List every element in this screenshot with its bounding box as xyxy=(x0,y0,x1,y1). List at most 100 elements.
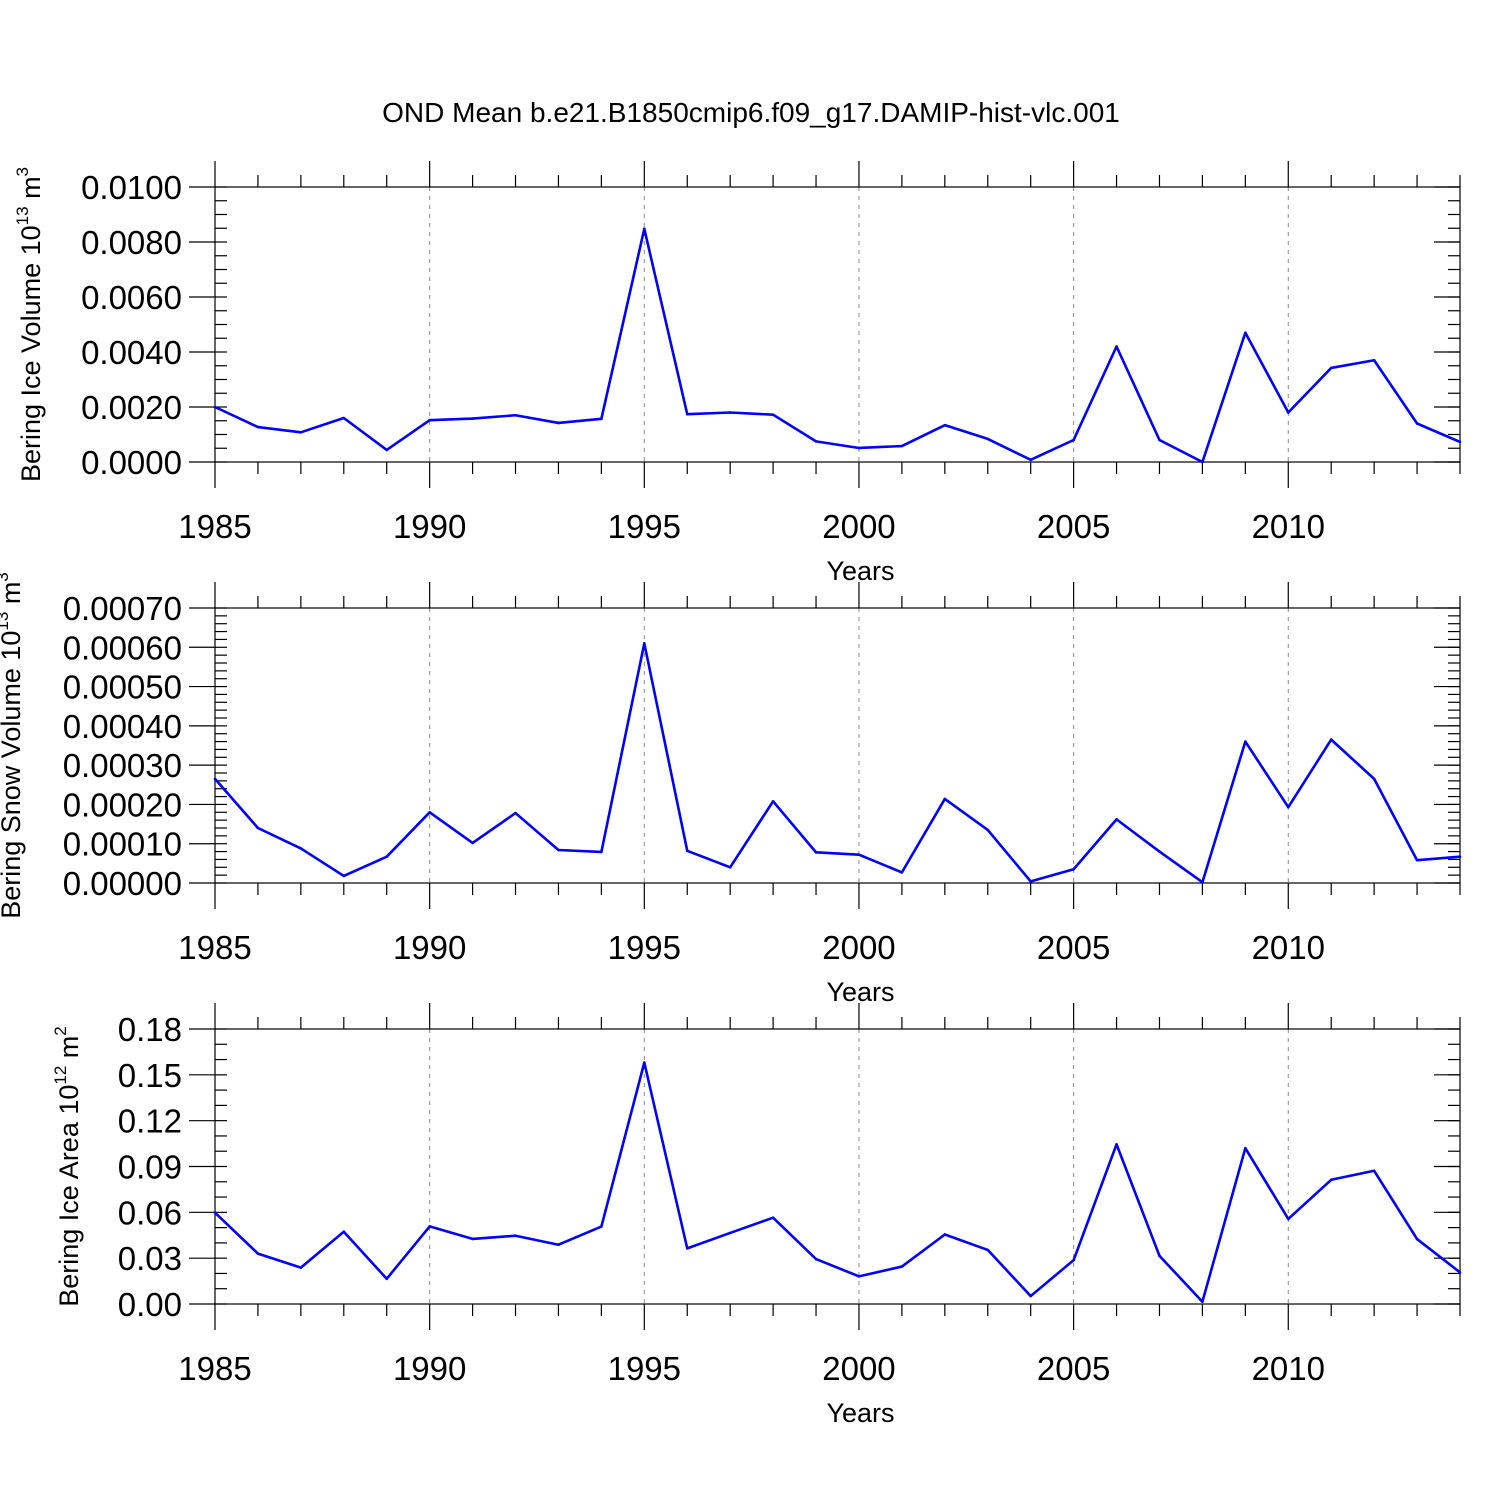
x-tick-label-1985: 1985 xyxy=(178,1350,251,1387)
data-point-1998 xyxy=(771,413,775,417)
data-point-2011 xyxy=(1329,1178,1333,1182)
data-point-1998 xyxy=(771,1216,775,1219)
plot-frame xyxy=(214,186,1461,463)
data-point-1988 xyxy=(342,874,346,878)
y-axis-title-text: Bering Ice Volume 10 xyxy=(16,225,46,482)
data-point-2013 xyxy=(1415,1237,1419,1241)
data-point-2012 xyxy=(1372,358,1376,362)
data-point-1990 xyxy=(428,1225,431,1228)
data-point-2009 xyxy=(1244,331,1247,335)
data-point-1989 xyxy=(385,855,389,858)
x-tick-label-1990: 1990 xyxy=(393,929,466,966)
y-tick-label-1: 0.0020 xyxy=(81,389,182,426)
x-tick-label-2010: 2010 xyxy=(1252,929,1325,966)
x-tick-label-1985: 1985 xyxy=(178,929,251,966)
data-point-2004 xyxy=(1029,880,1032,883)
data-point-2007 xyxy=(1158,438,1161,442)
x-tick-label-2000: 2000 xyxy=(822,508,895,545)
data-point-2000 xyxy=(857,1275,861,1278)
data-point-2009 xyxy=(1244,1146,1247,1150)
data-point-1993 xyxy=(557,421,560,425)
data-point-1994 xyxy=(600,1225,603,1228)
data-point-1986 xyxy=(256,1252,260,1255)
series-line-bering-snow-volume xyxy=(214,642,1461,884)
data-point-1991 xyxy=(471,1237,474,1241)
data-point-1999 xyxy=(814,851,818,854)
data-point-1992 xyxy=(514,811,517,815)
y-tick-label-1: 0.03 xyxy=(118,1240,182,1277)
data-point-2004 xyxy=(1029,1294,1032,1298)
data-point-1998 xyxy=(771,799,775,803)
data-point-2001 xyxy=(900,444,904,448)
data-point-2007 xyxy=(1158,850,1161,853)
data-point-1993 xyxy=(557,1243,560,1247)
y-tick-label-6: 0.00060 xyxy=(63,629,182,666)
chart-panel-1: 0.0000 0.0020 0.0040 0.0060 0.0080 0.0100 1985… xyxy=(13,161,1462,586)
data-point-2014 xyxy=(1458,440,1462,444)
data-point-1988 xyxy=(342,1230,346,1234)
y-tick-label-2: 0.06 xyxy=(118,1194,182,1231)
x-tick-label-1995: 1995 xyxy=(608,508,681,545)
data-point-1996 xyxy=(685,849,689,853)
y-tick-label-2: 0.00020 xyxy=(63,786,182,823)
data-point-1996 xyxy=(685,412,689,416)
data-point-1995 xyxy=(643,1061,646,1064)
x-tick-label-2010: 2010 xyxy=(1252,1350,1325,1387)
x-axis-title: Years xyxy=(826,556,894,586)
y-tick-label-5: 0.15 xyxy=(118,1057,182,1094)
x-tick-label-2010: 2010 xyxy=(1252,508,1325,545)
data-point-1988 xyxy=(342,416,346,420)
data-point-2010 xyxy=(1286,805,1290,809)
data-point-2014 xyxy=(1458,855,1462,858)
data-point-1993 xyxy=(557,848,560,852)
y-axis-title-power: 13 xyxy=(13,206,32,225)
data-point-2011 xyxy=(1329,738,1333,741)
chart-panel-2: 0.000000.000100.000200.000300.000400.000… xyxy=(0,572,1462,1007)
data-point-2009 xyxy=(1244,740,1247,743)
data-point-2008 xyxy=(1201,880,1204,884)
y-axis-title-unit: m xyxy=(16,176,46,206)
data-point-1997 xyxy=(728,411,732,414)
figure-title: OND Mean b.e21.B1850cmip6.f09_g17.DAMIP-… xyxy=(382,97,1120,128)
data-point-1985 xyxy=(213,1211,217,1214)
x-axis-title: Years xyxy=(826,1398,894,1428)
panels: 0.0000 0.0020 0.0040 0.0060 0.0080 0.0100 1985… xyxy=(0,161,1462,1428)
data-point-1992 xyxy=(514,1234,517,1238)
y-tick-label-0: 0.0000 xyxy=(81,444,182,481)
y-axis-title-unit-power: 3 xyxy=(13,167,32,176)
data-point-1990 xyxy=(428,810,431,814)
x-tick-label-1985: 1985 xyxy=(178,508,251,545)
y-axis-title: Bering Snow Volume 1013 m3 xyxy=(0,572,26,919)
x-tick-label-2005: 2005 xyxy=(1037,508,1110,545)
data-point-2004 xyxy=(1029,458,1032,462)
y-axis-title-unit: m xyxy=(54,1036,84,1066)
data-point-1985 xyxy=(213,777,217,781)
x-tick-label-1990: 1990 xyxy=(393,1350,466,1387)
data-point-2002 xyxy=(943,1233,947,1236)
y-tick-label-3: 0.00030 xyxy=(63,747,182,784)
data-point-2006 xyxy=(1115,1143,1118,1146)
data-point-2002 xyxy=(943,423,947,427)
x-axis-title: Years xyxy=(826,977,894,1007)
y-tick-label-4: 0.00040 xyxy=(63,708,182,745)
chart-panel-3: 0.00 0.03 0.06 0.09 0.12 0.15 0.18 1985 1990 1995… xyxy=(51,1003,1462,1428)
data-point-2007 xyxy=(1158,1254,1161,1258)
y-axis-title-text: Bering Ice Area 10 xyxy=(54,1085,84,1307)
y-tick-label-5: 0.0100 xyxy=(81,169,182,206)
x-tick-label-2005: 2005 xyxy=(1037,929,1110,966)
y-axis-title-unit: m xyxy=(0,582,26,612)
x-tick-label-1990: 1990 xyxy=(393,508,466,545)
data-point-2008 xyxy=(1201,1300,1204,1304)
x-tick-label-1995: 1995 xyxy=(608,929,681,966)
y-tick-label-3: 0.0060 xyxy=(81,279,182,316)
data-point-1989 xyxy=(385,448,389,452)
data-point-1991 xyxy=(471,417,474,420)
plot-frame xyxy=(214,1028,1461,1305)
x-tick-label-2005: 2005 xyxy=(1037,1350,1110,1387)
data-point-2002 xyxy=(943,797,947,801)
data-point-1995 xyxy=(643,227,646,231)
data-point-2010 xyxy=(1286,1217,1290,1221)
data-point-2005 xyxy=(1072,1258,1075,1262)
data-point-2014 xyxy=(1458,1271,1462,1274)
y-axis-title-unit-power: 3 xyxy=(0,572,12,581)
